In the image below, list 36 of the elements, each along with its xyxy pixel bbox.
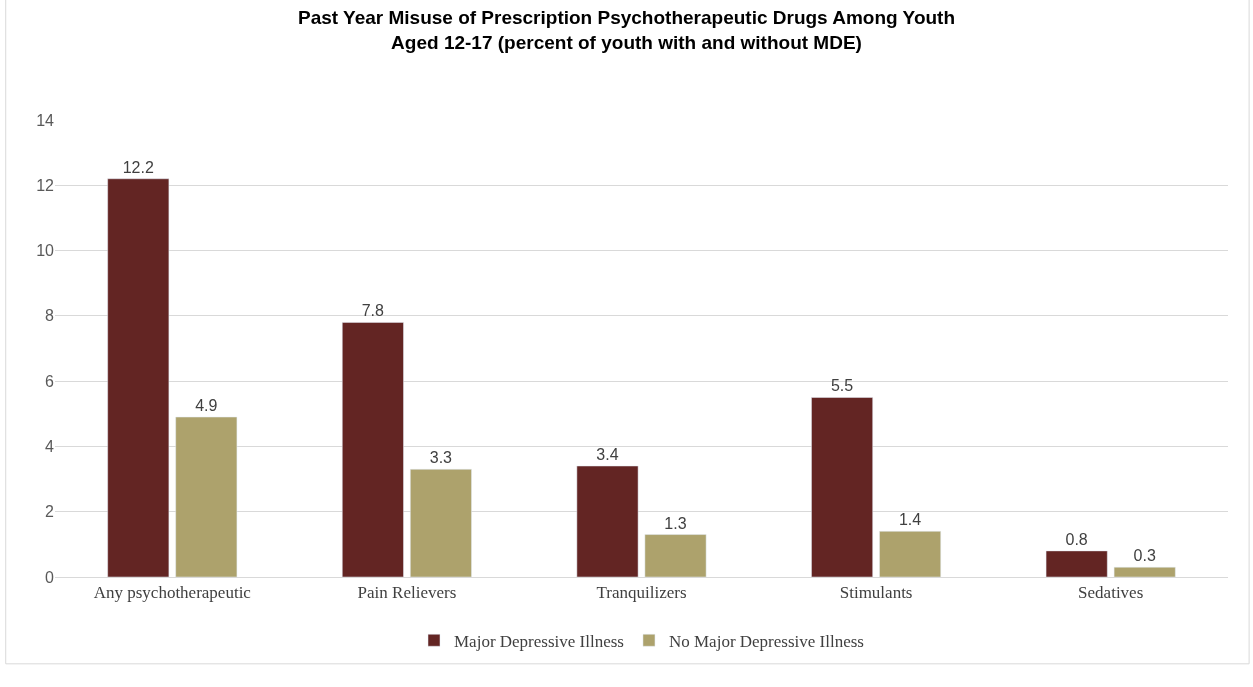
x-tick-label: Stimulants [839, 583, 913, 603]
legend-label: Major Depressive Illness [454, 631, 624, 651]
bar [1045, 550, 1108, 577]
legend-label: No Major Depressive Illness [668, 631, 864, 651]
bar [410, 469, 472, 577]
y-tick-label: 12 [36, 176, 55, 194]
x-tick-label: Any psychotherapeutic [93, 583, 252, 603]
y-tick-label: 0 [45, 568, 55, 586]
data-label: 3.4 [596, 446, 619, 464]
data-label: 0.3 [1133, 547, 1156, 565]
bar [1113, 566, 1176, 577]
x-tick-label: Pain Relievers [357, 583, 457, 603]
x-tick-label: Sedatives [1078, 583, 1144, 603]
bar [879, 531, 941, 577]
bar [175, 416, 238, 577]
data-label: 0.8 [1065, 530, 1088, 548]
bar [644, 534, 707, 577]
data-label: 1.4 [898, 511, 922, 529]
bar [811, 397, 873, 577]
bar [107, 178, 170, 577]
y-tick-label: 6 [45, 372, 55, 390]
y-tick-label: 8 [45, 307, 55, 325]
x-tick-label: Tranquilizers [596, 583, 687, 603]
data-label: 4.9 [195, 397, 218, 415]
data-label: 1.3 [664, 514, 687, 532]
bar [576, 465, 639, 577]
data-label: 12.2 [122, 158, 154, 176]
chart-title: Past Year Misuse of Prescription Psychotherapeutic Drugs Among Youth Aged 12-17 (percent of youth with and without MDE) [297, 7, 956, 53]
data-label: 7.8 [361, 302, 385, 320]
y-tick-label: 2 [45, 503, 55, 521]
y-tick-label: 14 [36, 111, 55, 129]
y-tick-label: 10 [36, 242, 55, 260]
data-label: 5.5 [830, 377, 854, 395]
data-label: 3.3 [429, 449, 453, 467]
bar [342, 322, 404, 577]
y-tick-label: 4 [45, 438, 55, 456]
